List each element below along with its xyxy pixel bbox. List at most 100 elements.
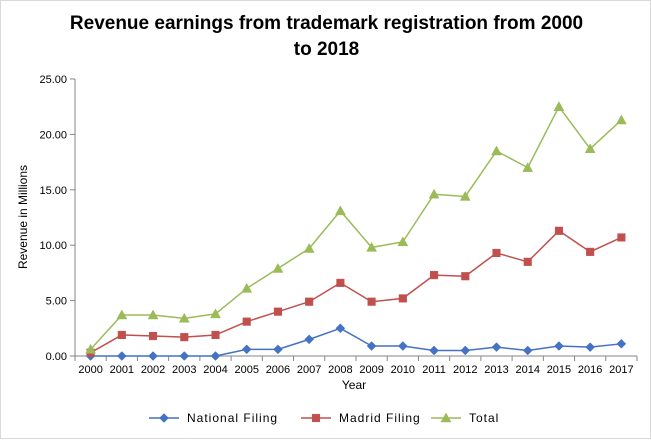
data-point-madrid-filing — [523, 257, 532, 266]
series-line-total — [90, 105, 622, 350]
data-point-national-filing — [179, 351, 190, 361]
legend-label-madrid-filing: Madrid Filing — [339, 411, 421, 425]
legend-item-madrid-filing: Madrid Filing — [301, 411, 421, 425]
x-tick-label: 2002 — [141, 364, 165, 376]
x-tick-label: 2017 — [609, 364, 633, 376]
data-point-national-filing — [241, 344, 252, 355]
x-tick-label: 2012 — [453, 364, 477, 376]
legend: National Filing Madrid Filing Total — [149, 411, 499, 425]
data-point-total — [272, 262, 284, 273]
series-national-filing — [85, 323, 627, 361]
y-tick-label: 20.00 — [39, 129, 67, 141]
data-point-total — [397, 236, 409, 247]
data-point-madrid-filing — [492, 248, 501, 258]
data-point-national-filing — [366, 341, 377, 351]
data-point-total — [491, 145, 502, 156]
legend-item-national-filing: National Filing — [149, 411, 278, 425]
data-point-national-filing — [397, 341, 408, 351]
data-point-national-filing — [273, 344, 283, 355]
x-tick-label: 2009 — [359, 364, 383, 376]
data-point-total — [116, 309, 128, 320]
x-axis-title: Year — [342, 378, 366, 392]
x-tick-label: 2015 — [547, 364, 571, 376]
data-point-total — [241, 282, 253, 293]
data-point-madrid-filing — [586, 247, 595, 256]
x-tick-label: 2006 — [266, 364, 290, 376]
y-axis-title: Revenue in Millions — [16, 165, 30, 269]
x-tick-label: 2003 — [172, 364, 196, 376]
data-point-total — [366, 241, 378, 252]
data-point-total — [615, 114, 627, 125]
x-tick-label: 2007 — [297, 364, 321, 376]
data-point-madrid-filing — [461, 272, 470, 281]
data-point-madrid-filing — [305, 297, 314, 306]
legend-marker-national-filing — [159, 413, 169, 423]
chart-title: Revenue earnings from trademark registra… — [1, 11, 651, 63]
data-point-national-filing — [460, 345, 471, 356]
data-point-national-filing — [554, 341, 564, 351]
data-point-total — [584, 143, 596, 154]
x-tick-label: 2004 — [203, 364, 227, 376]
data-point-total — [178, 312, 190, 323]
legend-label-national-filing: National Filing — [187, 411, 278, 425]
data-point-total — [553, 101, 565, 111]
legend-label-total: Total — [469, 411, 499, 425]
data-point-total — [459, 190, 471, 201]
y-tick-label: 0.00 — [46, 351, 67, 363]
x-tick-label: 2011 — [422, 364, 446, 376]
y-tick-label: 5.00 — [46, 296, 67, 308]
data-point-madrid-filing — [273, 307, 282, 316]
data-point-national-filing — [304, 334, 315, 345]
data-point-madrid-filing — [367, 297, 376, 306]
data-point-total — [147, 309, 159, 320]
x-tick-label: 2005 — [234, 364, 258, 376]
data-point-total — [210, 308, 221, 319]
chart-title-line-2: to 2018 — [293, 39, 360, 60]
data-point-total — [334, 205, 346, 216]
data-point-national-filing — [148, 351, 158, 361]
x-tick-label: 2016 — [578, 364, 602, 376]
data-point-madrid-filing — [211, 330, 220, 339]
data-point-madrid-filing — [180, 333, 189, 342]
data-point-madrid-filing — [430, 271, 439, 280]
series-layer — [85, 101, 627, 361]
x-tick-label: 2010 — [391, 364, 415, 376]
x-tick-label: 2001 — [110, 364, 134, 376]
x-tick-label: 2008 — [328, 364, 352, 376]
x-tick-label: 2013 — [484, 364, 508, 376]
data-point-national-filing — [116, 351, 127, 361]
data-point-national-filing — [616, 338, 627, 349]
legend-marker-madrid-filing — [311, 413, 321, 423]
data-point-total — [522, 162, 534, 172]
data-point-total — [303, 243, 315, 253]
data-point-madrid-filing — [149, 332, 158, 341]
data-point-madrid-filing — [554, 226, 563, 235]
data-point-madrid-filing — [398, 294, 407, 303]
legend-marker-total — [440, 412, 452, 423]
x-axis: 2000 2001 2002 2003 2004 2005 2006 2007 2008 2009… — [74, 355, 638, 376]
data-point-madrid-filing — [117, 330, 126, 339]
data-point-madrid-filing — [242, 317, 251, 326]
data-point-national-filing — [491, 342, 502, 352]
y-tick-label: 10.00 — [39, 240, 67, 252]
data-point-madrid-filing — [336, 278, 345, 287]
data-point-madrid-filing — [617, 233, 626, 242]
data-point-national-filing — [210, 351, 221, 361]
y-tick-label: 15.00 — [39, 185, 67, 197]
series-line-madrid-filing — [90, 230, 622, 354]
legend-item-total: Total — [431, 411, 499, 425]
chart-title-line-1: Revenue earnings from trademark registra… — [69, 13, 584, 34]
series-line-national-filing — [90, 327, 622, 357]
series-madrid-filing — [86, 226, 626, 357]
data-point-national-filing — [335, 323, 346, 334]
series-total — [85, 101, 627, 354]
data-point-national-filing — [585, 342, 596, 352]
data-point-national-filing — [429, 345, 439, 356]
x-tick-label: 2000 — [78, 364, 102, 376]
data-point-total — [85, 343, 97, 354]
x-tick-label: 2014 — [515, 364, 539, 376]
y-axis: 0.00 5.00 10.00 15.00 20.00 25.00 — [39, 74, 76, 363]
y-tick-label: 25.00 — [39, 74, 67, 86]
